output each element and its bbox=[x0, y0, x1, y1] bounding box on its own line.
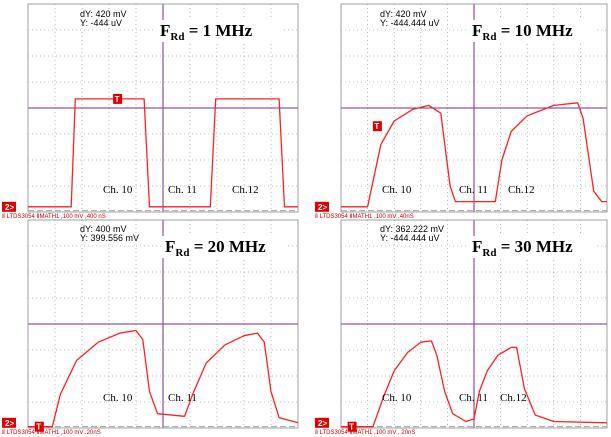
ground-marker-box bbox=[315, 417, 329, 428]
ground-marker-label: 2> bbox=[318, 419, 327, 428]
ground-marker-box bbox=[2, 201, 16, 212]
ground-marker: 2> bbox=[315, 417, 329, 428]
channel-label: Ch. 10 bbox=[382, 392, 412, 404]
channel-label: Ch. 11 bbox=[459, 184, 488, 196]
frequency-label: FRd = 1 MHz bbox=[156, 20, 282, 43]
cursor-marker-label: T bbox=[36, 423, 41, 432]
ground-marker-box bbox=[315, 201, 329, 212]
cursor-marker: T bbox=[347, 421, 357, 432]
ground-marker: 2> bbox=[2, 201, 16, 212]
ground-marker-label: 2> bbox=[5, 419, 14, 428]
scope-panel-2: 2> TdY: 420 mVY: -444.444 uV FRd = 10 MHz C… bbox=[315, 3, 608, 220]
plot-frame bbox=[340, 219, 608, 429]
ground-marker: 2> bbox=[315, 201, 329, 212]
ground-marker: 2> bbox=[2, 417, 16, 428]
cursor-dy-readout: dY: 400 mV bbox=[80, 224, 127, 234]
ground-marker-label: 2> bbox=[318, 203, 327, 212]
cursor-y-readout: Y: -444 uV bbox=[80, 18, 122, 28]
ground-marker-label: 2> bbox=[5, 203, 14, 212]
cursor-marker-box bbox=[372, 121, 382, 132]
cursor-y-readout: Y: -444.444 uV bbox=[380, 233, 440, 243]
channel-label: Ch. 11 bbox=[459, 392, 488, 404]
frequency-text: FRd = 20 MHz bbox=[165, 237, 266, 259]
frequency-text: FRd = 10 MHz bbox=[472, 21, 573, 43]
channel-label: Ch. 10 bbox=[103, 392, 133, 404]
channel-label: Ch.12 bbox=[508, 184, 535, 196]
signal-trace bbox=[28, 98, 298, 208]
scope-panel-4: 2> TdY: 362.222 mVY: -444.444 uV FRd = 30 … bbox=[315, 219, 608, 436]
cursor-marker: T bbox=[372, 121, 382, 132]
cursor-marker-box bbox=[347, 421, 357, 432]
frequency-label: FRd = 20 MHz bbox=[161, 236, 287, 259]
cursor-dy-readout: dY: 420 mV bbox=[80, 9, 127, 19]
frequency-label-bg bbox=[161, 236, 287, 258]
plot-frame bbox=[340, 3, 608, 213]
frequency-label: FRd = 30 MHz bbox=[468, 236, 594, 259]
cursor-marker: T bbox=[113, 93, 123, 104]
frequency-label-bg bbox=[468, 236, 594, 258]
cursor-marker-box bbox=[113, 93, 123, 104]
frequency-label-bg bbox=[468, 20, 594, 42]
cursor-marker-label: T bbox=[115, 95, 120, 104]
channel-label: Ch.12 bbox=[232, 184, 259, 196]
status-line: Ⅱ LTDS3054 ⅡMATH1 ,100 mV ,40nS bbox=[315, 214, 414, 220]
scope-panel-1: 2> TdY: 420 mVY: -444 uV FRd = 1 MHz Ch. 10… bbox=[2, 3, 299, 220]
scope-panel-3: 2> TdY: 400 mVY: 399.556 mV FRd = 20 MHz Ch… bbox=[2, 219, 299, 436]
channel-label: Ch. 10 bbox=[103, 184, 133, 196]
channel-label: Ch. 10 bbox=[382, 184, 412, 196]
plot-frame bbox=[27, 3, 299, 213]
cursor-marker-box bbox=[34, 421, 44, 432]
cursor-marker-label: T bbox=[374, 122, 379, 131]
cursor-y-readout: Y: 399.556 mV bbox=[80, 233, 139, 243]
cursor-marker: T bbox=[34, 421, 44, 432]
cursor-dy-readout: dY: 420 mV bbox=[380, 9, 427, 19]
plot-frame bbox=[27, 219, 299, 429]
cursor-y-readout: Y: -444.444 uV bbox=[380, 18, 440, 28]
ground-marker-box bbox=[2, 417, 16, 428]
frequency-text: FRd = 1 MHz bbox=[160, 21, 253, 43]
status-line: Ⅱ LTDS3054 ⅡMATH1 ,100 mV ,20nS bbox=[2, 430, 101, 436]
signal-trace bbox=[341, 102, 607, 208]
status-line: Ⅱ LTDS3054 ⅡMATH1 ,100 mV ,400 nS bbox=[2, 214, 106, 220]
status-line: Ⅱ LTDS3054 ⅡMATH1 ,100 mV , 20nS bbox=[315, 430, 415, 436]
frequency-label: FRd = 10 MHz bbox=[468, 20, 594, 43]
signal-trace bbox=[341, 340, 608, 428]
channel-label: Ch. 11 bbox=[168, 184, 197, 196]
cursor-dy-readout: dY: 362.222 mV bbox=[380, 224, 444, 234]
channel-label: Ch.12 bbox=[500, 392, 527, 404]
cursor-marker-label: T bbox=[349, 423, 354, 432]
channel-label: Ch. 11 bbox=[168, 392, 197, 404]
frequency-label-bg bbox=[156, 20, 282, 42]
signal-trace bbox=[28, 329, 299, 428]
frequency-text: FRd = 30 MHz bbox=[472, 237, 573, 259]
